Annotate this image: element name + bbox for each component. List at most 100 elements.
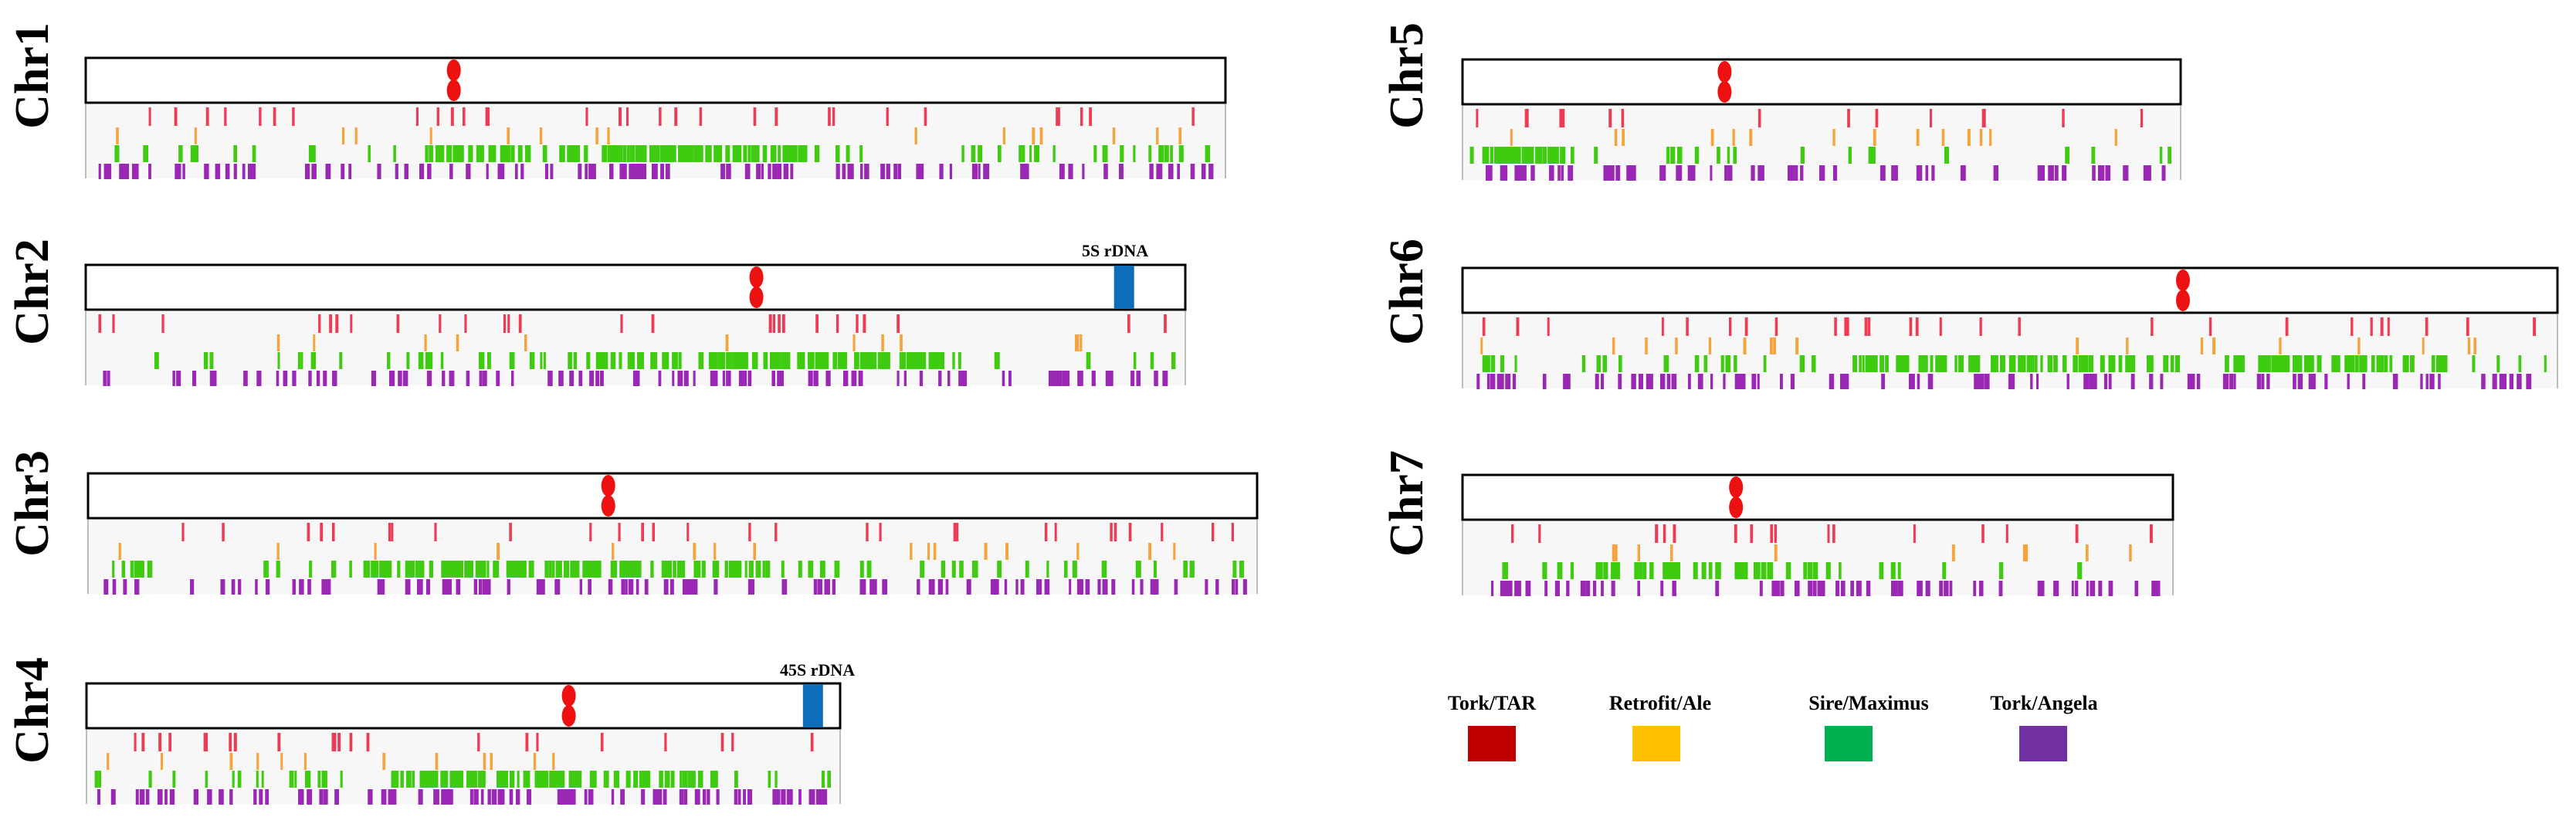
chr7-tar-mark	[1734, 524, 1737, 543]
chr5-ale-mark	[1941, 129, 1945, 146]
chr3-angela-mark	[1150, 579, 1155, 595]
chr3-angela-mark	[307, 579, 311, 595]
chr6-maximus-mark	[2239, 355, 2246, 372]
chr1-angela-mark	[175, 164, 178, 179]
chr4-angela-mark	[584, 789, 588, 805]
chr6-angela-mark	[1751, 374, 1757, 389]
chr6-maximus-mark	[1763, 355, 1767, 372]
chr3-angela-mark	[190, 579, 195, 595]
chr4-maximus-mark	[734, 771, 738, 788]
chr2-angela-mark	[1162, 371, 1168, 386]
chr3-maximus-mark	[375, 561, 379, 578]
chr3-maximus-mark	[121, 561, 126, 578]
chr2-angela-mark	[710, 371, 714, 386]
chr3-angela-mark	[1038, 579, 1042, 595]
chr2-angela-mark	[1078, 371, 1083, 386]
chr1-angela-mark	[348, 164, 351, 179]
chr6-angela-mark	[1984, 374, 1990, 389]
chr3-angela-mark	[1044, 579, 1050, 595]
chr4-maximus-mark	[591, 771, 597, 788]
chr2-angela-mark	[402, 371, 408, 386]
chr7-tar-mark	[1511, 524, 1514, 543]
chr7-angela-mark	[2151, 581, 2157, 596]
legend-label-tar: Tork/TAR	[1447, 692, 1537, 714]
chr7-ale-mark	[2086, 544, 2089, 561]
chr1-angela-mark	[761, 164, 764, 179]
chr2-angela-mark	[371, 371, 376, 386]
chr6-maximus-mark	[2164, 355, 2169, 372]
chr1-angela-mark	[847, 164, 850, 179]
chr6-maximus-mark	[2258, 355, 2263, 372]
chr1-angela-mark	[404, 164, 408, 179]
chr2-maximus-mark	[883, 352, 888, 369]
chr5-maximus-mark	[1528, 147, 1533, 164]
chr4-angela-mark	[772, 789, 777, 805]
chr3-angela-mark	[625, 579, 628, 595]
chr7-angela-row	[1491, 581, 2161, 596]
chr1-angela-mark	[773, 164, 778, 179]
chr3-maximus-mark	[596, 561, 600, 578]
chr7-maximus-mark	[1615, 562, 1618, 579]
chr7-angela-mark	[1585, 581, 1591, 596]
chr3-maximus-mark	[134, 561, 140, 578]
chr4-tar-mark	[277, 733, 281, 751]
chr2-maximus-mark	[154, 352, 159, 369]
chr4-maximus-mark	[94, 771, 99, 788]
chr7-angela-mark	[1917, 581, 1920, 596]
chr6-maximus-mark	[1859, 355, 1862, 372]
chr1-angela-mark	[119, 164, 124, 179]
chr7-maximus-mark	[1737, 562, 1740, 579]
chr3-angela-mark	[1015, 579, 1019, 595]
chr3-maximus-mark	[276, 561, 280, 578]
chr1-angela-mark	[98, 164, 101, 179]
chr6-maximus-mark	[1991, 355, 1996, 372]
chr4-angela-mark	[449, 789, 453, 805]
chr4-maximus-mark	[634, 771, 639, 788]
chr5-angela-mark	[1760, 165, 1764, 181]
chr6-maximus-mark	[2317, 355, 2322, 372]
chr2-ale-mark	[524, 334, 527, 351]
chr4-maximus-mark	[289, 771, 294, 788]
chr7-maximus-mark	[1757, 562, 1761, 579]
chr3-maximus-mark	[627, 561, 631, 578]
chr6-angela-mark	[2149, 374, 2154, 389]
chr5-maximus-mark	[1500, 147, 1506, 164]
chr4-angela-mark	[810, 789, 815, 805]
chr2-maximus-mark	[543, 352, 546, 369]
chr6-maximus-mark	[1976, 355, 1981, 372]
chr2-tar-row	[98, 314, 1167, 333]
chr3-angela-mark	[478, 579, 483, 595]
chr3-maximus-mark	[632, 561, 636, 578]
chr5-maximus-mark	[2168, 147, 2171, 164]
chr6-maximus-mark	[2311, 355, 2314, 372]
chr7-maximus-mark	[1701, 562, 1707, 579]
chr3-ale-mark	[753, 543, 756, 560]
chr1-maximus-mark	[454, 145, 460, 162]
chr6-tar-mark	[2380, 317, 2384, 336]
chr4-maximus-mark	[545, 771, 549, 788]
chr5-maximus-mark	[1551, 147, 1556, 164]
chr2-maximus-mark	[886, 352, 890, 369]
chr6-maximus-mark	[2110, 355, 2116, 372]
chr1-maximus-mark	[1093, 145, 1097, 162]
chr4-maximus-mark	[821, 771, 825, 788]
chr3-angela-mark	[1205, 579, 1208, 595]
chr1-tar-mark	[486, 107, 490, 126]
chr6-ale-mark	[1612, 337, 1615, 354]
chr6-tar-mark	[2533, 317, 2536, 336]
chr3-tar-mark	[686, 523, 690, 541]
chr6-maximus-mark	[1720, 355, 1724, 372]
chr3-maximus-mark	[477, 561, 482, 578]
chr6-maximus-mark	[2334, 355, 2338, 372]
chr6-angela-row	[1476, 374, 2532, 389]
chr1-maximus-mark	[754, 145, 760, 162]
chr2-maximus-mark	[664, 352, 669, 369]
chr6-maximus-mark	[2435, 355, 2441, 372]
chr5-angela-mark	[1832, 165, 1838, 181]
chr3-tar-mark	[589, 523, 592, 541]
chr2-maximus-mark	[600, 352, 606, 369]
chr3-angela-mark	[966, 579, 971, 595]
chr2-angela-mark	[308, 371, 312, 386]
chr6-angela-mark	[2233, 374, 2236, 389]
chr2-angela-mark	[1002, 371, 1005, 386]
